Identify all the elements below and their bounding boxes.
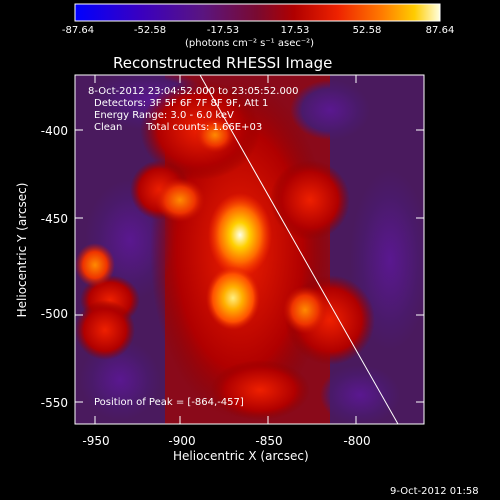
x-axis-label: Heliocentric X (arcsec): [173, 449, 309, 463]
colorbar-tick: -87.64: [61, 25, 95, 36]
clean-label: Clean: [94, 122, 123, 133]
y-tick-marks: [75, 129, 424, 403]
total-counts: Total counts: 1.66E+03: [146, 122, 263, 133]
energy-range: Energy Range: 3.0 - 6.0 keV: [94, 110, 234, 121]
colorbar-tick: -52.58: [133, 25, 167, 36]
y-axis-label: Heliocentric Y (arcsec): [15, 182, 29, 318]
x-tick-label: -900: [168, 434, 196, 448]
colorbar-tick: 87.64: [425, 25, 455, 36]
colorbar-tick: 52.58: [352, 25, 382, 36]
plot-frame: [74, 74, 425, 425]
image-title: Reconstructed RHESSI Image: [113, 54, 333, 72]
y-tick-label: -550: [40, 396, 68, 410]
y-tick-label: -400: [40, 124, 68, 138]
peak-position: Position of Peak = [-864,-457]: [94, 397, 244, 408]
y-tick-label: -450: [40, 212, 68, 226]
solar-limb-line: [199, 74, 399, 425]
x-tick-label: -850: [255, 434, 283, 448]
timestamp: 9-Oct-2012 01:58: [390, 486, 479, 497]
rhessi-image: [75, 75, 424, 424]
x-tick-label: -800: [343, 434, 371, 448]
colorbar-tick: 17.53: [280, 25, 310, 36]
colorbar: [74, 3, 441, 22]
x-tick-label: -950: [82, 434, 110, 448]
time-range: 8-Oct-2012 23:04:52.000 to 23:05:52.000: [88, 86, 299, 97]
x-tick-marks: [94, 75, 357, 424]
colorbar-tick: -17.53: [206, 25, 240, 36]
y-tick-label: -500: [40, 307, 68, 321]
colorbar-units: (photons cm⁻² s⁻¹ asec⁻²): [185, 38, 315, 49]
detectors-info: Detectors: 3F 5F 6F 7F 8F 9F, Att 1: [94, 98, 269, 109]
